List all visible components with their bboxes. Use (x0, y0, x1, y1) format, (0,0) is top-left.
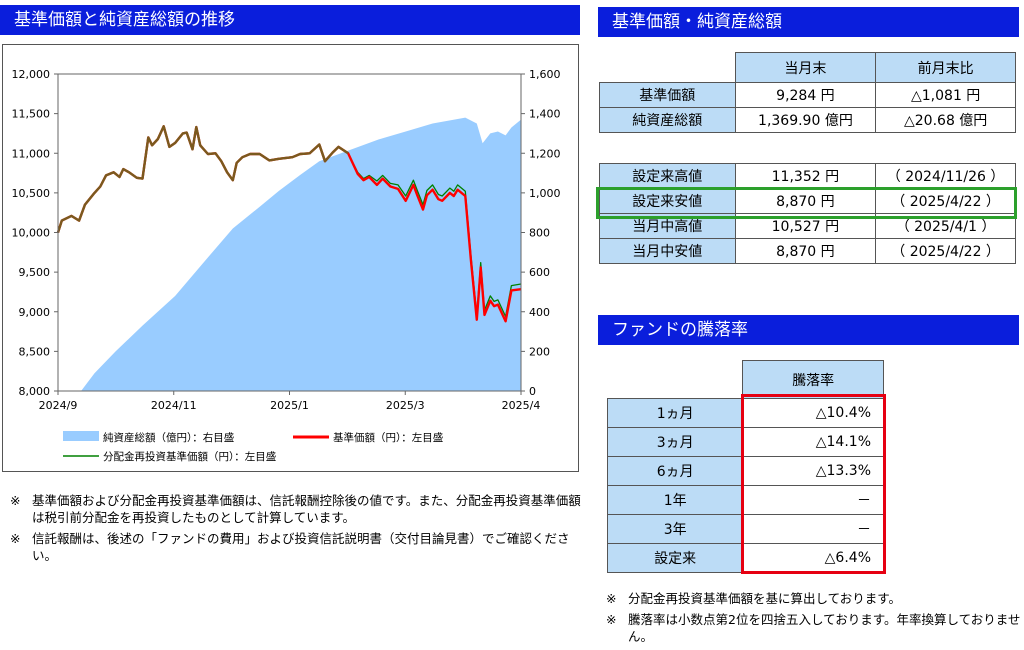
y-left-tick-label: 10,000 (12, 227, 51, 240)
nav-history-chart: 8,000 8,500 9,000 9,500 10,000 10,500 11,000 11… (12, 68, 561, 463)
note-text: 騰落率は小数点第2位を四捨五入しております。年率換算しておりません。 (628, 612, 1021, 644)
high-low-label: 設定来高値 (599, 163, 736, 189)
chart-section-header: 基準価額と純資産総額の推移 (0, 5, 580, 35)
performance-period: 6ヵ月 (606, 456, 744, 486)
y-right-tick-label: 800 (529, 227, 550, 240)
x-tick-label: 2024/11 (151, 399, 197, 412)
y-left-tick-label: 8,500 (19, 345, 51, 358)
high-low-date: （ 2025/4/22 ） (875, 238, 1016, 264)
performance-row: 6ヵ月 △13.3% (606, 456, 884, 486)
performance-corner (608, 361, 743, 399)
high-low-date: （ 2025/4/22 ） (875, 188, 1016, 214)
performance-period: 1ヵ月 (606, 398, 744, 428)
summary-header-current: 当月末 (734, 52, 877, 83)
note-item: ※ 騰落率は小数点第2位を四捨五入しております。年率換算しておりません。 (606, 611, 1022, 645)
performance-section-header: ファンドの騰落率 (598, 315, 1019, 345)
summary-row: 基準価額 9,284 円 △1,081 円 (599, 82, 1016, 108)
note-item: ※ 基準価額および分配金再投資基準価額は、信託報酬控除後の値です。また、分配金再投… (10, 492, 585, 526)
performance-highlight (741, 394, 886, 574)
y-left-tick-label: 9,500 (19, 266, 51, 279)
y-left-tick-label: 8,000 (19, 385, 51, 398)
high-low-value: 11,352 円 (734, 163, 877, 189)
note-mark: ※ (10, 493, 21, 508)
note-text: 信託報酬は、後述の「ファンドの費用」および投資信託説明書（交付目論見書）でご確認… (32, 531, 570, 563)
performance-row: 1ヵ月 △10.4% (606, 398, 884, 428)
summary-row-label: 純資産総額 (599, 107, 736, 133)
y-right-tick-label: 1,200 (529, 147, 561, 160)
high-low-value: 8,870 円 (734, 238, 877, 264)
legend-swatch-area (63, 431, 99, 441)
y-right-tick-label: 1,400 (529, 108, 561, 121)
performance-header: 騰落率 (742, 360, 884, 399)
performance-table: 騰落率 1ヵ月 △10.4% 3ヵ月 △14.1% 6ヵ月 △13.3% 1年 … (606, 360, 884, 573)
y-right-tick-label: 1,000 (529, 187, 561, 200)
note-item: ※ 信託報酬は、後述の「ファンドの費用」および投資信託説明書（交付目論見書）でご確… (10, 530, 585, 564)
summary-section-header: 基準価額・純資産総額 (598, 7, 1019, 37)
y-right-tick-label: 400 (529, 306, 550, 319)
summary-row-change: △1,081 円 (875, 82, 1016, 108)
y-right-tick-label: 0 (529, 385, 536, 398)
y-left-tick-label: 12,000 (12, 68, 51, 81)
high-low-row: 設定来高値 11,352 円 （ 2024/11/26 ） (599, 163, 1016, 189)
summary-section-title: 基準価額・純資産総額 (612, 12, 782, 32)
high-low-label: 設定来安値 (599, 188, 736, 214)
note-text: 分配金再投資基準価額を基に算出しております。 (628, 591, 902, 606)
summary-row-label: 基準価額 (599, 82, 736, 108)
high-low-value: 8,870 円 (734, 188, 877, 214)
x-tick-label: 2024/9 (39, 399, 78, 412)
legend-label: 分配金再投資基準価額（円）：左目盛 (103, 450, 276, 463)
note-item: ※ 分配金再投資基準価額を基に算出しております。 (606, 590, 1022, 607)
performance-period: 3ヵ月 (606, 427, 744, 457)
summary-header-change: 前月末比 (875, 52, 1016, 83)
legend-label: 基準価額（円）：左目盛 (333, 431, 443, 444)
performance-row: 3年 － (606, 514, 884, 544)
x-tick-label: 2025/4 (502, 399, 541, 412)
overlap-line (56, 125, 349, 233)
y-left-tick-label: 9,000 (19, 306, 51, 319)
y-left-tick-label: 11,500 (12, 108, 51, 121)
note-mark: ※ (606, 591, 617, 606)
summary-row: 純資産総額 1,369.90 億円 △20.68 億円 (599, 107, 1016, 133)
high-low-label: 当月中安値 (599, 238, 736, 264)
summary-row-change: △20.68 億円 (875, 107, 1016, 133)
performance-period: 1年 (606, 485, 744, 515)
all-time-low-highlight (596, 187, 1017, 219)
performance-row: 1年 － (606, 485, 884, 515)
x-tick-label: 2025/1 (270, 399, 309, 412)
high-low-row: 当月中安値 8,870 円 （ 2025/4/22 ） (599, 238, 1016, 264)
y-right-tick-label: 200 (529, 345, 550, 358)
x-tick-label: 2025/3 (386, 399, 425, 412)
high-low-row: 設定来安値 8,870 円 （ 2025/4/22 ） (599, 188, 1016, 214)
performance-period: 3年 (606, 514, 744, 544)
performance-period: 設定来 (606, 543, 744, 573)
note-text: 基準価額および分配金再投資基準価額は、信託報酬控除後の値です。また、分配金再投資… (32, 493, 581, 525)
summary-row-value: 9,284 円 (734, 82, 877, 108)
legend-label: 純資産総額（億円）：右目盛 (103, 431, 234, 444)
net-assets-area (81, 117, 521, 391)
y-left-tick-label: 11,000 (12, 147, 51, 160)
chart-section-title: 基準価額と純資産総額の推移 (14, 10, 235, 30)
performance-value: △10.4% (742, 398, 884, 428)
high-low-date: （ 2024/11/26 ） (875, 163, 1016, 189)
chart-panel: 8,000 8,500 9,000 9,500 10,000 10,500 11,000 11… (2, 44, 579, 472)
y-right-tick-label: 1,600 (529, 68, 561, 81)
summary-corner (600, 53, 736, 83)
summary-table: 当月末 前月末比 基準価額 9,284 円 △1,081 円 純資産総額 1,3… (599, 52, 1016, 133)
summary-row-value: 1,369.90 億円 (734, 107, 877, 133)
note-mark: ※ (606, 612, 617, 627)
y-left-tick-label: 10,500 (12, 187, 51, 200)
performance-section-title: ファンドの騰落率 (612, 320, 748, 340)
y-right-tick-label: 600 (529, 266, 550, 279)
note-mark: ※ (10, 531, 21, 546)
